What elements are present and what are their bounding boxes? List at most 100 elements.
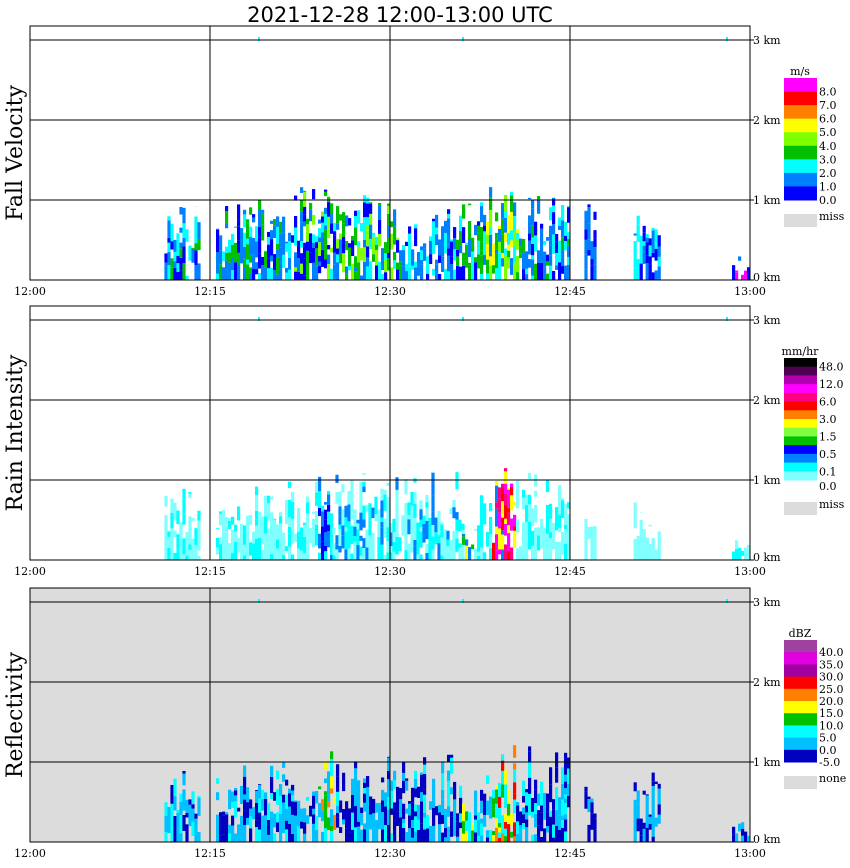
- echo-cell: [312, 234, 316, 243]
- y-tick-label: 2 km: [753, 676, 781, 689]
- echo-cell: [584, 518, 588, 529]
- echo-cell: [402, 245, 406, 251]
- echo-cell: [176, 809, 180, 813]
- echo-cell: [393, 780, 397, 790]
- echo-cell: [231, 548, 235, 554]
- echo-cell: [474, 262, 478, 280]
- echo-cell: [657, 235, 661, 247]
- echo-cell: [303, 206, 307, 215]
- echo-cell: [474, 802, 478, 816]
- echo-cell: [498, 508, 502, 513]
- echo-cell: [276, 226, 280, 244]
- echo-cell: [549, 265, 553, 280]
- echo-cell: [441, 242, 445, 257]
- echo-cell: [291, 491, 295, 495]
- echo-cell: [456, 821, 460, 837]
- echo-cell: [330, 247, 334, 253]
- echo-cell: [516, 801, 520, 806]
- echo-cell: [188, 544, 192, 550]
- x-tick-label: 13:00: [734, 847, 766, 860]
- echo-cell: [425, 520, 429, 540]
- echo-cell: [450, 754, 454, 758]
- echo-cell: [249, 514, 253, 525]
- echo-cell: [228, 520, 232, 529]
- echo-cell: [477, 525, 481, 535]
- echo-cell: [357, 821, 361, 827]
- echo-cell: [402, 762, 406, 773]
- echo-cell: [347, 504, 351, 522]
- echo-cell: [354, 256, 358, 268]
- echo-cell: [330, 776, 334, 789]
- echo-cell: [231, 553, 235, 560]
- echo-cell: [450, 757, 454, 775]
- echo-cell: [176, 514, 180, 525]
- echo-cell: [498, 228, 502, 242]
- echo-cell: [285, 820, 289, 830]
- echo-cell: [219, 812, 223, 826]
- figure-title: 2021-12-28 12:00-13:00 UTC: [247, 3, 553, 27]
- colorbar-unit: dBZ: [789, 627, 812, 640]
- echo-cell: [423, 774, 427, 790]
- echo-cell: [353, 514, 357, 527]
- echo-cell: [285, 515, 289, 525]
- echo-cell: [417, 819, 421, 830]
- echo-cell: [636, 547, 640, 560]
- echo-cell: [540, 228, 544, 245]
- echo-cell: [498, 782, 502, 797]
- echo-cell: [216, 792, 220, 801]
- echo-cell: [747, 544, 751, 550]
- echo-cell: [273, 254, 277, 271]
- colorbar-label: 12.0: [819, 378, 844, 391]
- echo-cell: [300, 550, 304, 560]
- echo-cell: [315, 816, 319, 821]
- echo-cell: [219, 825, 223, 836]
- echo-cell: [363, 823, 367, 830]
- echo-cell: [462, 204, 466, 219]
- echo-cell: [360, 807, 364, 814]
- echo-cell: [408, 226, 412, 234]
- echo-cell: [396, 800, 400, 812]
- echo-cell: [408, 261, 412, 267]
- echo-cell: [552, 837, 556, 842]
- echo-cell: [380, 517, 384, 522]
- echo-cell: [336, 817, 340, 828]
- echo-cell: [543, 534, 547, 551]
- echo-cell: [633, 782, 637, 792]
- echo-cell: [378, 802, 382, 805]
- echo-cell: [264, 251, 268, 268]
- echo-cell: [422, 523, 426, 528]
- echo-cell: [639, 251, 643, 264]
- echo-cell: [267, 503, 271, 509]
- echo-cell: [222, 834, 226, 842]
- echo-cell: [455, 519, 459, 531]
- echo-cell: [405, 778, 409, 781]
- echo-cell: [255, 802, 259, 821]
- echo-cell: [567, 206, 571, 208]
- echo-cell: [417, 829, 421, 842]
- echo-cell: [243, 794, 247, 800]
- echo-cell: [377, 509, 381, 519]
- echo-cell: [276, 216, 280, 220]
- echo-cell: [633, 819, 637, 834]
- echo-cell: [366, 787, 370, 798]
- echo-cell: [399, 261, 403, 266]
- echo-cell: [246, 238, 250, 245]
- echo-cell: [350, 525, 354, 545]
- echo-cell: [546, 825, 550, 833]
- echo-cell: [294, 815, 298, 833]
- echo-cell: [534, 505, 538, 523]
- echo-cell: [375, 244, 379, 250]
- echo-cell: [741, 835, 745, 842]
- echo-cell: [525, 521, 529, 540]
- echo-cell: [246, 790, 250, 803]
- echo-cell: [179, 206, 183, 215]
- echo-cell: [489, 534, 493, 549]
- echo-cell: [429, 248, 433, 255]
- echo-cell: [234, 226, 238, 228]
- echo-cell: [276, 257, 280, 275]
- echo-cell: [330, 809, 334, 826]
- echo-cell: [173, 827, 177, 842]
- echo-cell: [167, 821, 171, 834]
- echo-cell: [225, 223, 229, 229]
- echo-cell: [279, 523, 283, 530]
